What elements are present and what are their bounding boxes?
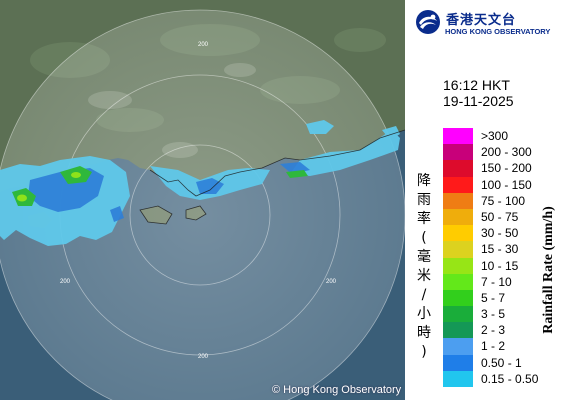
legend-title-zh: 降雨率(毫米 / 小時)	[417, 173, 431, 360]
legend-swatch	[443, 289, 473, 307]
legend-range-label: 30 - 50	[481, 226, 519, 241]
hko-logo: 香港天文台 HONG KONG OBSERVATORY	[413, 6, 577, 38]
legend-swatch	[443, 144, 473, 161]
legend-swatch	[443, 338, 473, 355]
legend-swatch	[443, 322, 473, 339]
legend-title-en-svg: Rainfall Rate (mm/h)	[541, 206, 556, 334]
observation-date: 19-11-2025	[443, 93, 514, 109]
radar-map-svg: 200 200 200 200	[0, 0, 405, 400]
legend-swatch	[443, 176, 473, 193]
legend-range-label: 0.15 - 0.50	[481, 371, 539, 386]
legend-swatch	[443, 370, 473, 387]
legend-swatch	[443, 306, 473, 323]
legend-range-label: 0.50 - 1	[481, 355, 522, 370]
legend-swatch	[443, 208, 473, 226]
legend-range-label: 3 - 5	[481, 307, 506, 322]
org-name-en: HONG KONG OBSERVATORY	[445, 27, 551, 36]
legend-range-label: 15 - 30	[481, 242, 519, 257]
range-label-east: 200	[326, 279, 337, 285]
legend-range-label: 150 - 200	[481, 161, 532, 176]
legend-range-label: 50 - 75	[481, 209, 519, 224]
legend-range-label: 100 - 150	[481, 177, 532, 192]
legend-panel: 香港天文台 HONG KONG OBSERVATORY 16:12 HKT 19…	[405, 0, 577, 400]
radar-map: 200 200 200 200 © Hong Kong Observatory	[0, 0, 405, 400]
radar-echoes-intense	[17, 172, 81, 202]
legend-range-label: 2 - 3	[481, 323, 506, 338]
range-label-north: 200	[198, 42, 209, 48]
range-label-south: 200	[198, 354, 209, 360]
hko-logo-icon	[416, 10, 440, 34]
org-name-zh: 香港天文台	[446, 13, 517, 28]
legend-range-label: 1 - 2	[481, 339, 506, 354]
legend-swatch	[443, 160, 473, 177]
legend-swatch	[443, 354, 473, 371]
legend-swatch	[443, 128, 473, 145]
legend-swatch	[443, 225, 473, 242]
legend-range-label: >300	[481, 129, 509, 143]
legend-swatch	[443, 273, 473, 290]
legend-range-label: 200 - 300	[481, 145, 532, 160]
legend-title-en: Rainfall Rate (mm/h)	[541, 206, 556, 334]
legend-swatch	[443, 241, 473, 258]
legend-range-label: 5 - 7	[481, 290, 506, 305]
legend-range-label: 75 - 100	[481, 193, 526, 208]
range-label-west: 200	[60, 279, 71, 285]
observation-time: 16:12 HKT	[443, 77, 510, 93]
legend-range-label: 10 - 15	[481, 258, 519, 273]
legend-swatch	[443, 257, 473, 274]
copyright-text: © Hong Kong Observatory	[272, 384, 402, 396]
legend-swatch	[443, 192, 473, 209]
legend-range-label: 7 - 10	[481, 274, 512, 289]
coastline	[139, 129, 405, 225]
radar-coverage	[0, 10, 405, 400]
